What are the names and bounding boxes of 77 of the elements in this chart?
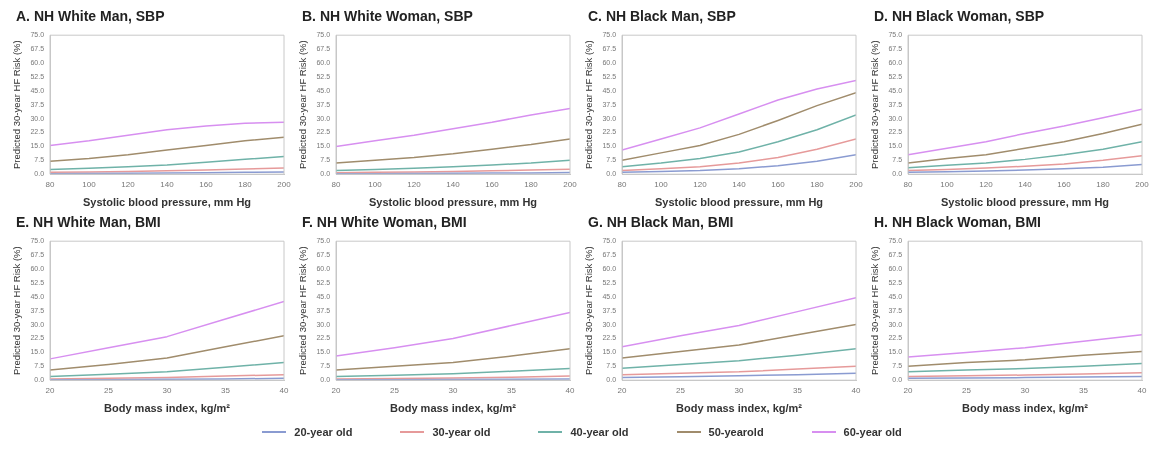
chart-title: C. NH Black Man, SBP (587, 8, 737, 26)
x-tick-label: 80 (903, 180, 914, 190)
x-tick-label: 35 (507, 386, 517, 396)
legend-label: 40-year old (570, 426, 629, 438)
x-tick-label: 35 (221, 386, 231, 396)
legend-label: 20-year old (294, 426, 353, 438)
chart-title: A. NH White Man, SBP (15, 8, 166, 26)
x-axis-title: Systolic blood pressure, mm Hg (940, 196, 1110, 209)
x-tick-label: 120 (407, 180, 422, 190)
x-axis-title: Systolic blood pressure, mm Hg (654, 196, 824, 209)
y-axis-title: Predicted 30-year HF Risk (%) (297, 246, 309, 376)
x-tick-label: 25 (390, 386, 400, 396)
x-tick-label: 200 (1135, 180, 1150, 190)
x-tick-label: 40 (1137, 386, 1147, 396)
x-tick-label: 25 (676, 386, 686, 396)
x-tick-label: 180 (524, 180, 539, 190)
x-tick-label: 80 (331, 180, 342, 190)
x-tick-label: 80 (45, 180, 56, 190)
x-tick-label: 30 (1020, 386, 1031, 396)
y-axis-title: Predicted 30-year HF Risk (%) (583, 40, 595, 170)
x-tick-label: 140 (732, 180, 747, 190)
x-tick-label: 20 (617, 386, 628, 396)
x-tick-label: 100 (368, 180, 383, 190)
x-tick-label: 160 (199, 180, 214, 190)
chart-title: E. NH White Man, BMI (15, 214, 162, 232)
chart-title: H. NH Black Woman, BMI (873, 214, 1042, 232)
y-axis-title: Predicted 30-year HF Risk (%) (583, 246, 595, 376)
x-tick-label: 30 (734, 386, 745, 396)
chart-title: D. NH Black Woman, SBP (873, 8, 1046, 26)
x-axis-title: Body mass index, kg/m² (104, 402, 231, 415)
x-tick-label: 100 (940, 180, 955, 190)
y-axis-title: Predicted 30-year HF Risk (%) (869, 40, 881, 170)
x-tick-label: 200 (277, 180, 292, 190)
x-tick-label: 140 (446, 180, 461, 190)
x-tick-label: 200 (849, 180, 864, 190)
x-tick-label: 35 (1079, 386, 1089, 396)
y-axis-title: Predicted 30-year HF Risk (%) (869, 246, 881, 376)
y-axis-title: Predicted 30-year HF Risk (%) (11, 40, 23, 170)
y-axis-title: Predicted 30-year HF Risk (%) (11, 246, 23, 376)
x-tick-label: 180 (238, 180, 253, 190)
x-tick-label: 25 (962, 386, 972, 396)
x-tick-label: 30 (448, 386, 459, 396)
x-tick-label: 20 (903, 386, 914, 396)
x-axis-title: Body mass index, kg/m² (390, 402, 517, 415)
x-axis-title: Systolic blood pressure, mm Hg (368, 196, 538, 209)
x-tick-label: 120 (979, 180, 994, 190)
x-tick-label: 180 (1096, 180, 1111, 190)
x-tick-label: 160 (771, 180, 786, 190)
x-tick-label: 80 (617, 180, 628, 190)
x-tick-label: 120 (121, 180, 136, 190)
x-tick-label: 100 (82, 180, 97, 190)
x-tick-label: 40 (565, 386, 575, 396)
legend-label: 50-yearold (708, 426, 764, 438)
legend-label: 30-year old (432, 426, 491, 438)
chart-title: B. NH White Woman, SBP (301, 8, 474, 26)
x-tick-label: 200 (563, 180, 578, 190)
x-tick-label: 40 (279, 386, 289, 396)
x-tick-label: 160 (1057, 180, 1072, 190)
y-axis-title: Predicted 30-year HF Risk (%) (297, 40, 309, 170)
chart-title: F. NH White Woman, BMI (301, 214, 468, 232)
chart-title: G. NH Black Man, BMI (587, 214, 735, 232)
x-tick-label: 120 (693, 180, 708, 190)
x-tick-label: 35 (793, 386, 803, 396)
x-tick-label: 25 (104, 386, 114, 396)
x-tick-label: 160 (485, 180, 500, 190)
x-tick-label: 20 (45, 386, 56, 396)
x-axis-title: Body mass index, kg/m² (962, 402, 1089, 415)
x-axis-title: Body mass index, kg/m² (676, 402, 803, 415)
x-tick-label: 100 (654, 180, 669, 190)
x-tick-label: 140 (1018, 180, 1033, 190)
x-tick-label: 180 (810, 180, 825, 190)
x-tick-label: 20 (331, 386, 342, 396)
x-tick-label: 30 (162, 386, 173, 396)
x-axis-title: Systolic blood pressure, mm Hg (82, 196, 252, 209)
x-tick-label: 40 (851, 386, 861, 396)
x-tick-label: 140 (160, 180, 175, 190)
legend-label: 60-year old (843, 426, 902, 438)
